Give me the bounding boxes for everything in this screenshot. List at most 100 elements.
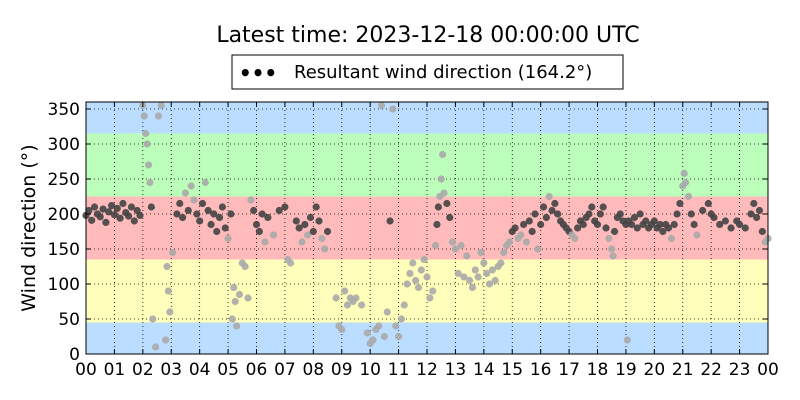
data-point <box>417 266 425 274</box>
data-point <box>431 241 440 250</box>
data-point <box>204 206 212 215</box>
data-point <box>466 276 474 285</box>
data-point <box>144 161 153 169</box>
data-point <box>426 294 434 302</box>
data-point <box>497 259 505 267</box>
data-point <box>397 315 406 323</box>
data-point <box>468 283 477 292</box>
x-tick-label: 18 <box>587 360 609 380</box>
x-tick-label: 19 <box>615 360 637 380</box>
x-tick-label: 14 <box>473 360 495 380</box>
x-tick-label: 06 <box>246 360 268 380</box>
data-point <box>596 210 604 218</box>
data-point <box>332 294 340 302</box>
data-point <box>505 238 514 246</box>
data-point <box>340 287 349 295</box>
data-point <box>681 178 690 187</box>
y-tick-label: 200 <box>48 205 80 225</box>
x-tick-label: 17 <box>558 360 580 380</box>
x-tick-label: 00 <box>75 360 97 380</box>
data-point <box>375 322 383 330</box>
data-point <box>295 224 303 232</box>
data-point <box>460 273 468 281</box>
x-tick-label: 09 <box>331 360 353 380</box>
data-point <box>735 220 744 229</box>
data-point <box>755 206 764 215</box>
data-point <box>471 266 479 274</box>
y-tick-label: 250 <box>48 170 80 190</box>
data-point <box>179 213 187 222</box>
y-tick-label: 50 <box>58 310 80 330</box>
data-point <box>258 210 266 218</box>
data-point <box>163 262 171 271</box>
data-point <box>255 227 263 236</box>
data-point <box>107 202 116 210</box>
data-point <box>483 269 491 278</box>
data-point <box>358 301 366 309</box>
data-point <box>690 220 698 229</box>
data-point <box>383 308 391 316</box>
data-point <box>127 203 136 211</box>
x-tick-label: 11 <box>388 360 410 380</box>
data-point <box>377 101 386 110</box>
data-point <box>181 189 190 197</box>
data-point <box>439 150 447 159</box>
data-point <box>147 203 155 211</box>
data-point <box>231 297 239 306</box>
data-point <box>105 208 113 216</box>
data-points <box>82 101 772 351</box>
data-point <box>605 234 613 243</box>
data-point <box>287 259 295 267</box>
data-point <box>99 205 107 213</box>
data-point <box>247 196 255 204</box>
y-tick-label: 150 <box>48 240 80 260</box>
data-point <box>190 196 198 204</box>
legend: ••• Resultant wind direction (164.2°) <box>231 54 624 90</box>
data-point <box>241 262 249 271</box>
data-point <box>463 252 471 260</box>
data-point <box>656 220 664 229</box>
data-point <box>602 224 610 232</box>
x-tick-label: 08 <box>303 360 325 380</box>
data-point <box>554 210 562 218</box>
data-point <box>687 210 695 218</box>
data-point <box>588 203 596 211</box>
data-point <box>451 245 460 253</box>
data-point <box>423 273 431 281</box>
data-point <box>443 199 451 208</box>
x-tick-label: 05 <box>217 360 239 380</box>
data-point <box>488 266 496 274</box>
data-point <box>511 224 519 232</box>
x-tick-label: 04 <box>189 360 211 380</box>
data-point <box>545 192 553 201</box>
data-point <box>96 213 104 221</box>
x-tick-label: 16 <box>530 360 552 380</box>
data-point <box>610 227 619 236</box>
data-point <box>440 189 448 197</box>
data-point <box>218 203 226 211</box>
data-point <box>474 273 482 281</box>
x-tick-label: 12 <box>416 360 438 380</box>
data-point <box>599 203 607 211</box>
data-point <box>650 217 658 225</box>
data-point <box>608 245 616 253</box>
x-tick-label: 03 <box>160 360 182 380</box>
data-point <box>628 220 636 229</box>
data-point <box>448 238 457 246</box>
data-point <box>585 210 593 218</box>
data-point <box>630 213 639 222</box>
data-point <box>380 332 388 341</box>
data-point <box>269 231 278 239</box>
data-point <box>750 199 758 208</box>
data-point <box>386 217 394 225</box>
data-point <box>213 227 221 236</box>
data-point <box>434 203 442 211</box>
data-point <box>169 248 177 257</box>
data-point <box>525 217 533 225</box>
data-point <box>261 238 269 246</box>
data-point <box>437 175 445 183</box>
data-point <box>420 255 428 264</box>
data-point <box>210 210 218 218</box>
data-point <box>146 178 154 187</box>
data-point <box>130 217 138 225</box>
